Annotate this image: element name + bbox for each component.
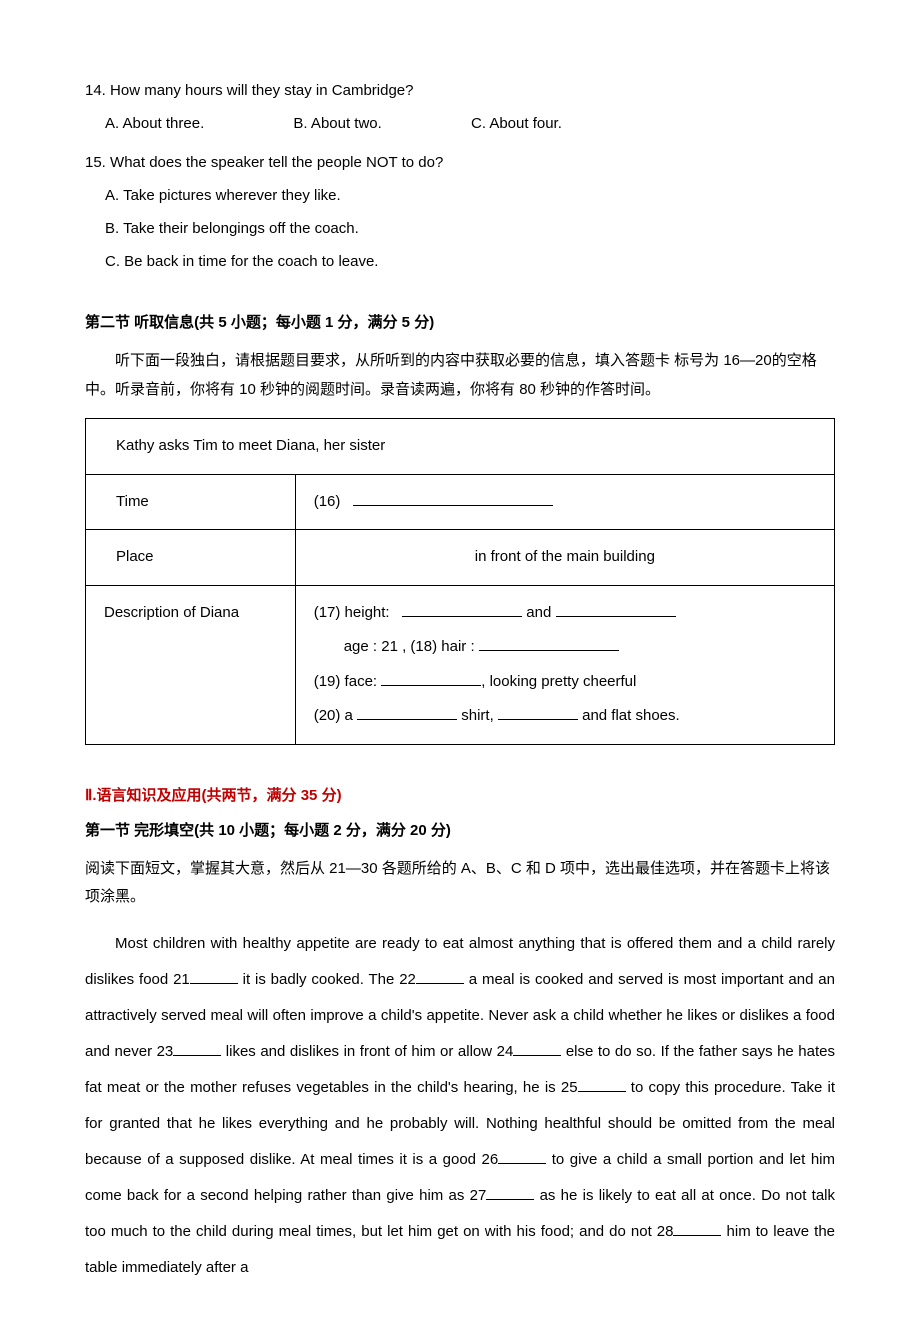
q14-body: How many hours will they stay in Cambrid…: [110, 82, 413, 99]
question-15-text: 15. What does the speaker tell the peopl…: [85, 152, 835, 173]
question-15: 15. What does the speaker tell the peopl…: [85, 152, 835, 272]
blank-27: [486, 1199, 534, 1200]
blank-26: [498, 1163, 546, 1164]
q14-number: 14.: [85, 82, 106, 99]
table-row-time: Time (16): [86, 474, 835, 530]
p-seg-4: likes and dislikes in front of him or al…: [221, 1043, 513, 1060]
q19-suffix: , looking pretty cheerful: [481, 673, 636, 690]
table-time-label: Time: [86, 474, 296, 530]
blank-24: [513, 1055, 561, 1056]
table-q16-prefix: (16): [314, 493, 341, 510]
q17-and: and: [526, 604, 551, 621]
q20-prefix: (20) a: [314, 707, 353, 724]
q14-options: A. About three. B. About two. C. About f…: [85, 113, 835, 134]
blank-16: [353, 505, 553, 506]
desc-line-20: (20) a shirt, and flat shoes.: [314, 699, 816, 734]
blank-17a: [402, 616, 522, 617]
table-desc-value: (17) height: and age : 21 , (18) hair : …: [295, 585, 834, 744]
section3-subheading: 第一节 完形填空(共 10 小题；每小题 2 分，满分 20 分): [85, 820, 835, 841]
table-header-cell: Kathy asks Tim to meet Diana, her sister: [86, 419, 835, 475]
table-time-value: (16): [295, 474, 834, 530]
blank-19: [381, 685, 481, 686]
table-row-description: Description of Diana (17) height: and ag…: [86, 585, 835, 744]
blank-20a: [357, 719, 457, 720]
q14-option-b: B. About two.: [293, 113, 381, 134]
table-place-value: in front of the main building: [295, 530, 834, 586]
blank-18: [479, 650, 619, 651]
q15-body: What does the speaker tell the people NO…: [110, 154, 443, 171]
question-14-text: 14. How many hours will they stay in Cam…: [85, 80, 835, 101]
blank-23: [173, 1055, 221, 1056]
q14-option-c: C. About four.: [471, 113, 562, 134]
q18-prefix: age : 21 , (18) hair :: [344, 638, 475, 655]
p-seg-2: it is badly cooked. The 22: [238, 971, 416, 988]
blank-21: [190, 983, 238, 984]
cloze-passage: Most children with healthy appetite are …: [85, 926, 835, 1286]
section2-heading: 第二节 听取信息(共 5 小题；每小题 1 分，满分 5 分): [85, 312, 835, 333]
q20-mid1: shirt,: [461, 707, 494, 724]
q20-suffix: and flat shoes.: [582, 707, 680, 724]
table-place-label: Place: [86, 530, 296, 586]
q17-prefix: (17) height:: [314, 604, 390, 621]
blank-17b: [556, 616, 676, 617]
q15-option-c: C. Be back in time for the coach to leav…: [85, 251, 835, 272]
section3-heading: Ⅱ.语言知识及应用(共两节，满分 35 分): [85, 785, 835, 806]
section3-instruction: 阅读下面短文，掌握其大意，然后从 21—30 各题所给的 A、B、C 和 D 项…: [85, 855, 835, 912]
table-desc-label: Description of Diana: [86, 585, 296, 744]
desc-line-18: age : 21 , (18) hair :: [314, 630, 816, 665]
q19-prefix: (19) face:: [314, 673, 377, 690]
info-table: Kathy asks Tim to meet Diana, her sister…: [85, 418, 835, 745]
blank-22: [416, 983, 464, 984]
q15-number: 15.: [85, 154, 106, 171]
q15-option-b: B. Take their belongings off the coach.: [85, 218, 835, 239]
desc-line-19: (19) face: , looking pretty cheerful: [314, 665, 816, 700]
table-row-place: Place in front of the main building: [86, 530, 835, 586]
q14-option-a: A. About three.: [105, 113, 204, 134]
blank-25: [578, 1091, 626, 1092]
question-14: 14. How many hours will they stay in Cam…: [85, 80, 835, 134]
blank-28: [673, 1235, 721, 1236]
table-header-row: Kathy asks Tim to meet Diana, her sister: [86, 419, 835, 475]
blank-20b: [498, 719, 578, 720]
desc-line-17: (17) height: and: [314, 596, 816, 631]
section2-instruction: 听下面一段独白，请根据题目要求，从所听到的内容中获取必要的信息，填入答题卡 标号…: [85, 347, 835, 404]
q15-option-a: A. Take pictures wherever they like.: [85, 185, 835, 206]
